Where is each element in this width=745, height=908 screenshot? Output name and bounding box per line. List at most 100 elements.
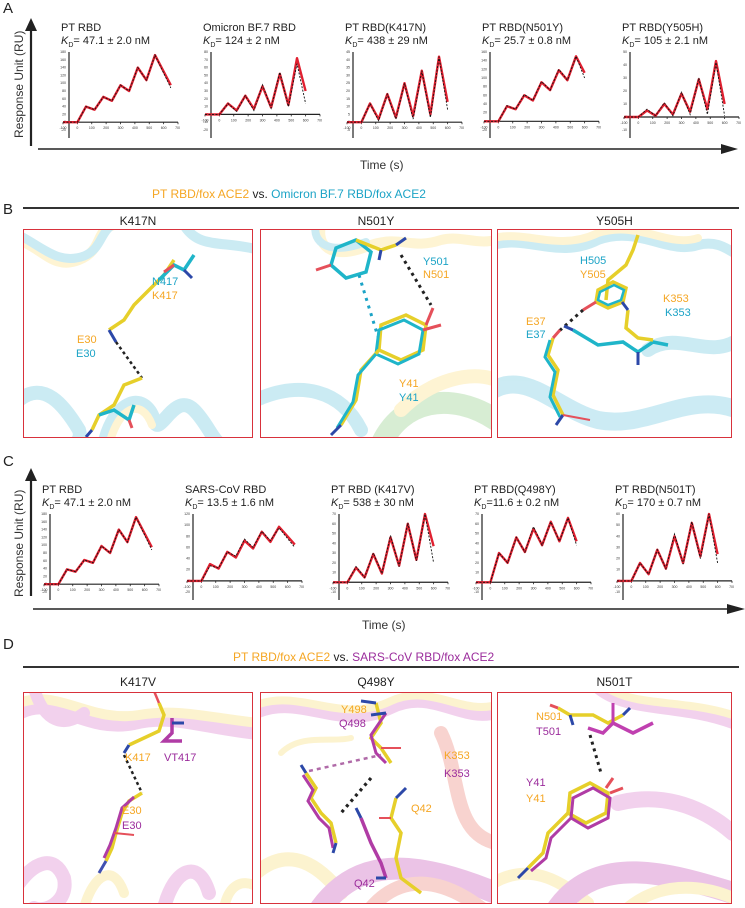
residue-label: H505 xyxy=(580,255,607,267)
residue-label: T501 xyxy=(536,726,562,738)
svg-text:30: 30 xyxy=(475,551,479,555)
protein-structure-image xyxy=(498,230,731,431)
svg-text:60: 60 xyxy=(475,522,479,526)
svg-text:0: 0 xyxy=(76,126,78,130)
fit-curve xyxy=(44,515,153,585)
svg-text:-10: -10 xyxy=(331,590,336,594)
svg-text:500: 500 xyxy=(416,586,422,590)
sensorgram-plot: -100 0 100 200 300 400 500 600 700-1001020304050… xyxy=(329,512,450,600)
residue-label: E30 xyxy=(77,334,97,346)
svg-text:-5: -5 xyxy=(347,128,350,132)
kd-value: KD= 13.5 ± 1.6 nM xyxy=(185,497,275,512)
structure-box-n501t: N501 T501 Y41 Y41 xyxy=(497,692,732,904)
sensorgram-plot: -100 0 100 200 300 400 500 600 700-2002040608010… xyxy=(480,50,601,138)
svg-text:-100: -100 xyxy=(472,586,479,590)
svg-text:400: 400 xyxy=(686,585,692,589)
residue-label: VT417 xyxy=(164,752,197,764)
kd-value: KD= 438 ± 29 nM xyxy=(345,35,428,50)
svg-text:0: 0 xyxy=(637,121,639,125)
residue-label: N501 xyxy=(536,711,563,723)
omicron-legend: Omicron BF.7 RBD/fox ACE2 xyxy=(271,187,426,201)
svg-text:40: 40 xyxy=(204,81,208,85)
svg-text:60: 60 xyxy=(186,545,190,549)
data-curve xyxy=(484,55,586,123)
svg-text:25: 25 xyxy=(346,81,350,85)
svg-text:0: 0 xyxy=(497,125,499,129)
svg-text:60: 60 xyxy=(332,522,336,526)
data-curve xyxy=(205,57,307,116)
protein-structure-image xyxy=(24,230,252,437)
box-title: Y505H xyxy=(596,214,633,228)
svg-text:400: 400 xyxy=(416,126,422,130)
sensorgram-plot: -100 0 100 200 300 400 500 600 700-1001020304050… xyxy=(472,512,593,600)
svg-text:400: 400 xyxy=(132,126,138,130)
svg-text:180: 180 xyxy=(60,50,66,54)
structure-box-n501y: Y501 N501 Y41 Y41 xyxy=(260,229,492,438)
structure-box-y505h: H505 Y505 E37 E37 K353 K353 xyxy=(497,229,732,438)
structure-box-k417v: K417 VT417 E30 E30 xyxy=(23,692,253,904)
kd-value: KD= 25.7 ± 0.8 nM xyxy=(482,35,572,50)
fit-curve xyxy=(333,513,435,583)
svg-text:600: 600 xyxy=(715,585,721,589)
data-curve xyxy=(617,512,719,583)
plot-title: Omicron BF.7 RBD xyxy=(203,22,296,34)
svg-text:500: 500 xyxy=(288,118,294,122)
svg-text:10: 10 xyxy=(332,571,336,575)
svg-text:-10: -10 xyxy=(622,128,627,132)
svg-text:60: 60 xyxy=(483,93,487,97)
svg-text:100: 100 xyxy=(359,586,365,590)
svg-text:300: 300 xyxy=(388,586,394,590)
svg-text:500: 500 xyxy=(127,588,133,592)
svg-text:60: 60 xyxy=(616,512,620,516)
panel-c-xlabel: Time (s) xyxy=(362,618,406,632)
svg-text:70: 70 xyxy=(332,512,336,516)
kd-value: KD= 105 ± 2.1 nM xyxy=(622,35,709,50)
svg-text:10: 10 xyxy=(346,105,350,109)
svg-text:120: 120 xyxy=(481,67,487,71)
svg-text:20: 20 xyxy=(62,112,66,116)
svg-text:600: 600 xyxy=(582,125,588,129)
fit-curve xyxy=(624,62,726,118)
plot-title: SARS-CoV RBD xyxy=(185,484,267,496)
svg-text:5: 5 xyxy=(348,112,350,116)
svg-text:80: 80 xyxy=(483,85,487,89)
svg-text:500: 500 xyxy=(270,585,276,589)
svg-text:300: 300 xyxy=(679,121,685,125)
svg-text:300: 300 xyxy=(531,586,537,590)
svg-text:100: 100 xyxy=(643,585,649,589)
y-axis-arrow xyxy=(25,468,37,596)
svg-text:-20: -20 xyxy=(61,128,66,132)
panel-a-xlabel: Time (s) xyxy=(360,158,404,172)
svg-text:-100: -100 xyxy=(40,588,47,592)
svg-text:160: 160 xyxy=(481,50,487,54)
svg-text:80: 80 xyxy=(186,534,190,538)
svg-text:300: 300 xyxy=(118,126,124,130)
data-curve xyxy=(187,525,296,583)
plot-title: PT RBD(Q498Y) xyxy=(474,484,556,496)
svg-text:0: 0 xyxy=(200,585,202,589)
residue-label: Y41 xyxy=(399,378,419,390)
sensorgram-plot: -100 0 100 200 300 400 500 600 700-1001020304050… xyxy=(613,512,734,600)
svg-text:20: 20 xyxy=(616,557,620,561)
svg-text:-100: -100 xyxy=(329,586,336,590)
residue-label: E37 xyxy=(526,316,546,328)
svg-text:80: 80 xyxy=(62,89,66,93)
svg-text:400: 400 xyxy=(553,125,559,129)
svg-text:40: 40 xyxy=(332,541,336,545)
protein-structure-image xyxy=(24,693,252,903)
svg-text:0: 0 xyxy=(57,588,59,592)
svg-text:400: 400 xyxy=(113,588,119,592)
svg-text:30: 30 xyxy=(204,89,208,93)
x-axis-arrow xyxy=(33,604,745,614)
svg-text:500: 500 xyxy=(700,585,706,589)
svg-text:-10: -10 xyxy=(615,590,620,594)
svg-text:10: 10 xyxy=(623,102,627,106)
svg-text:200: 200 xyxy=(387,126,393,130)
spr-sensorgram: PT RBD KD= 47.1 ± 2.0 nM -100 0 100 200 300 400… xyxy=(55,22,190,152)
svg-text:0: 0 xyxy=(360,126,362,130)
residue-label: K353 xyxy=(665,307,691,319)
kd-value: KD= 124 ± 2 nM xyxy=(203,35,280,50)
residue-label: K353 xyxy=(663,293,689,305)
svg-text:-100: -100 xyxy=(343,126,350,130)
residue-label: Q498 xyxy=(339,718,366,730)
